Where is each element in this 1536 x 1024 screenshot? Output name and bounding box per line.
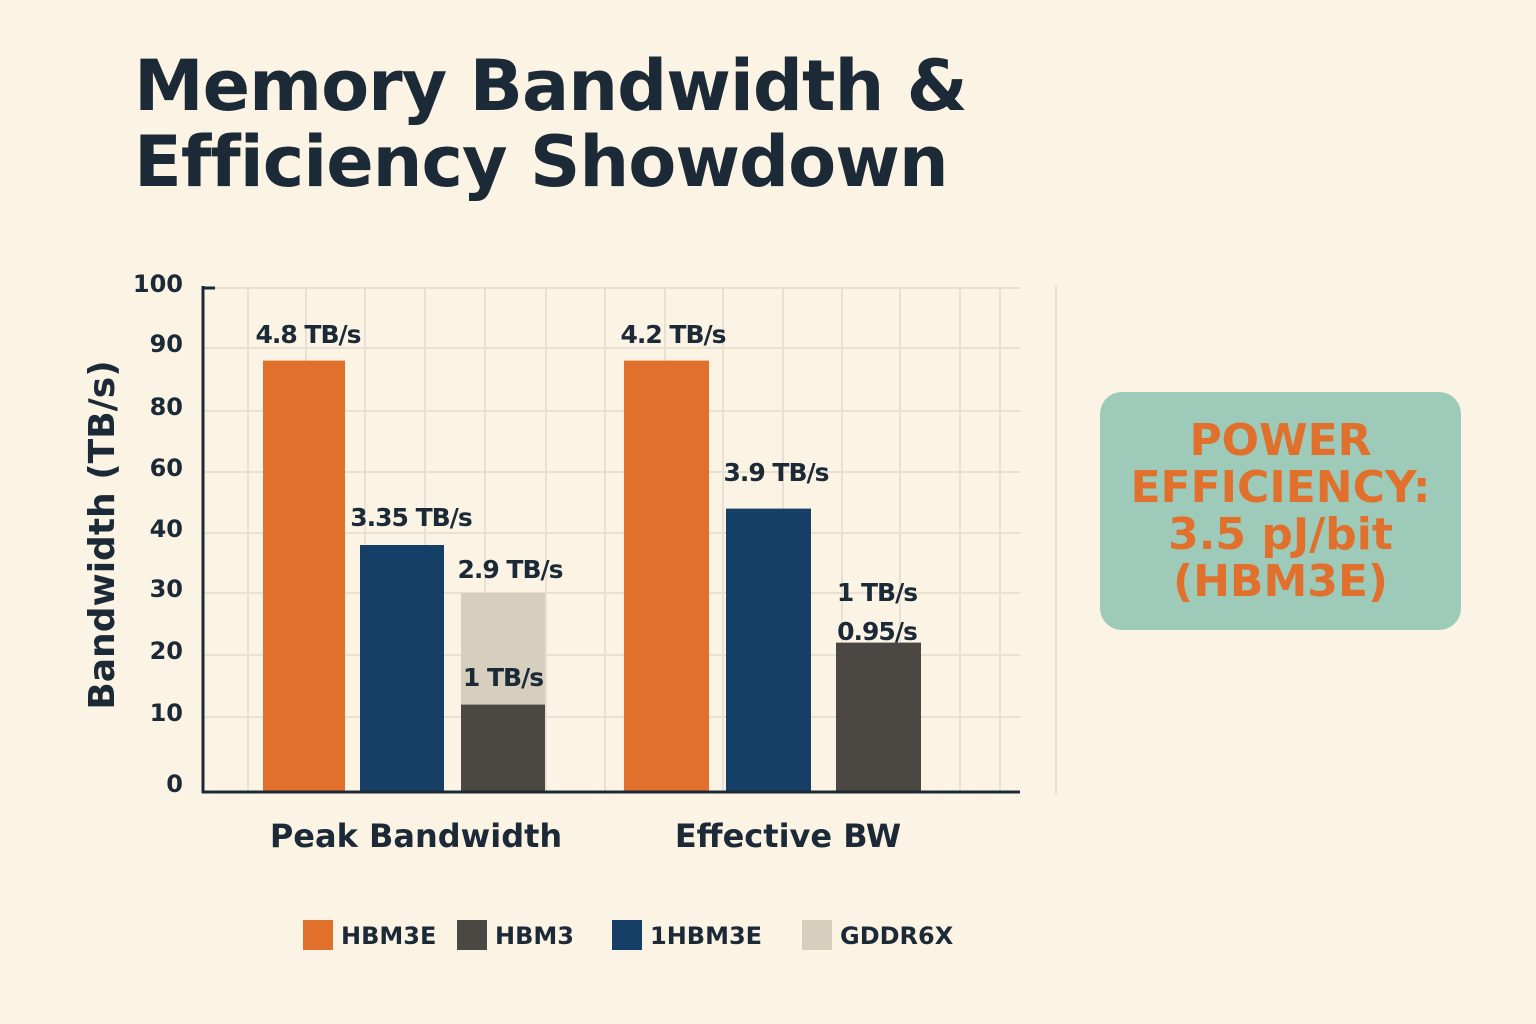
bar-hbm3-effective bbox=[836, 642, 921, 792]
y-axis-label: Bandwidth (TB/s) bbox=[82, 360, 123, 709]
bar-1hbm3e-effective bbox=[726, 508, 811, 792]
data-label: 1 TB/s bbox=[837, 578, 917, 607]
callout-line-3: 3.5 pJ/bit bbox=[1168, 509, 1393, 560]
legend-swatch bbox=[303, 920, 333, 950]
y-tick-label: 100 bbox=[133, 270, 183, 298]
callout-line-4: (HBM3E) bbox=[1172, 556, 1389, 607]
chart-title-line-1: Memory Bandwidth & bbox=[134, 45, 968, 127]
chart-title: Memory Bandwidth & Efficiency Showdown bbox=[134, 48, 1134, 200]
data-labels: 4.8 TB/s 3.35 TB/s 2.9 TB/s 1 TB/s 4.2 TB/s 3… bbox=[255, 320, 918, 692]
power-efficiency-callout: POWER EFFICIENCY: 3.5 pJ/bit (HBM3E) bbox=[1100, 392, 1461, 630]
callout-line-2: EFFICIENCY: bbox=[1130, 462, 1431, 513]
y-tick-label: 30 bbox=[150, 575, 183, 603]
axes bbox=[201, 286, 1020, 794]
bar-hbm3e-peak bbox=[263, 360, 345, 792]
data-label: 0.95/s bbox=[837, 617, 917, 646]
legend-swatch bbox=[612, 920, 642, 950]
data-label: 3.9 TB/s bbox=[723, 458, 828, 487]
data-label: 3.35 TB/s bbox=[350, 503, 472, 532]
legend-label: HBM3 bbox=[495, 922, 574, 950]
legend-label: 1HBM3E bbox=[650, 922, 762, 950]
y-tick-label: 10 bbox=[150, 699, 183, 727]
y-tick-labels: 0 10 20 30 40 60 80 90 100 bbox=[133, 270, 183, 798]
y-tick-label: 90 bbox=[150, 330, 183, 358]
category-label: Peak Bandwidth bbox=[270, 817, 562, 855]
legend-label: GDDR6X bbox=[840, 922, 954, 950]
y-tick-label: 40 bbox=[150, 515, 183, 543]
data-label: 1 TB/s bbox=[463, 663, 543, 692]
legend-swatch bbox=[802, 920, 832, 950]
category-labels: Peak Bandwidth Effective BW bbox=[270, 817, 901, 855]
y-tick-label: 80 bbox=[150, 393, 183, 421]
legend: HBM3E HBM3 1HBM3E GDDR6X bbox=[303, 920, 954, 950]
y-tick-label: 20 bbox=[150, 637, 183, 665]
legend-swatch bbox=[457, 920, 487, 950]
data-label: 4.8 TB/s bbox=[255, 320, 360, 349]
y-tick-label: 0 bbox=[166, 770, 183, 798]
data-label: 2.9 TB/s bbox=[457, 555, 562, 584]
data-label: 4.2 TB/s bbox=[620, 320, 725, 349]
category-label: Effective BW bbox=[675, 817, 901, 855]
bar-1hbm3e-peak bbox=[360, 545, 444, 792]
bar-hbm3-peak bbox=[461, 704, 545, 792]
bar-hbm3e-effective bbox=[624, 360, 709, 792]
y-tick-label: 60 bbox=[150, 454, 183, 482]
bars bbox=[263, 360, 921, 792]
chart-title-line-2: Efficiency Showdown bbox=[134, 121, 949, 203]
callout-line-1: POWER bbox=[1189, 415, 1372, 466]
legend-label: HBM3E bbox=[341, 922, 436, 950]
